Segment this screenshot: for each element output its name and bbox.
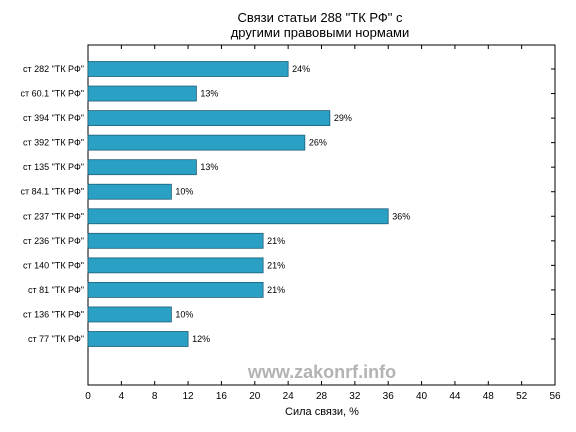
bar (87, 159, 197, 176)
y-category-label: ст 77 "ТК РФ" (28, 334, 84, 344)
y-axis-categories: ст 282 "ТК РФ" ст 60.1 "ТК РФ" ст 394 "ТК … (20, 64, 555, 344)
bar-value-label: 21% (267, 285, 285, 295)
bar-value-label: 36% (392, 211, 410, 221)
x-tick-label: 8 (152, 391, 158, 402)
y-category-label: ст 392 "ТК РФ" (23, 138, 84, 148)
x-tick-label: 32 (349, 391, 361, 402)
bar (87, 183, 172, 200)
chart-title-line: другими правовыми нормами (231, 25, 410, 40)
bar-value-label: 13% (200, 89, 218, 99)
x-tick-label: 12 (183, 391, 195, 402)
bar-value-label: 10% (175, 309, 193, 319)
chart-title-line: Связи статьи 288 "ТК РФ" с (237, 10, 403, 25)
data-labels: 24% 13% 29% 26% 13% 10% 36% 21% 21% 21% 10% 12% (175, 64, 410, 344)
y-category-label: ст 140 "ТК РФ" (23, 260, 84, 270)
bar (87, 257, 264, 274)
x-tick-label: 56 (549, 391, 561, 402)
x-tick-label: 48 (483, 391, 495, 402)
x-tick-label: 20 (249, 391, 261, 402)
x-tick-label: 24 (283, 391, 295, 402)
y-category-label: ст 84.1 "ТК РФ" (20, 187, 84, 197)
x-tick-label: 16 (216, 391, 228, 402)
bar-value-label: 21% (267, 236, 285, 246)
x-tick-label: 44 (449, 391, 461, 402)
bar (87, 306, 172, 323)
bar-value-label: 13% (200, 162, 218, 172)
bar (87, 232, 264, 249)
y-category-label: ст 282 "ТК РФ" (23, 64, 84, 74)
x-tick-label: 4 (119, 391, 125, 402)
y-category-label: ст 237 "ТК РФ" (23, 211, 84, 221)
y-category-label: ст 236 "ТК РФ" (23, 236, 84, 246)
y-category-label: ст 135 "ТК РФ" (23, 162, 84, 172)
x-tick-label: 52 (516, 391, 528, 402)
watermark-text: www.zakonrf.info (247, 362, 396, 382)
x-tick-label: 28 (316, 391, 328, 402)
bar-value-label: 29% (334, 113, 352, 123)
bar-value-label: 26% (309, 138, 327, 148)
y-category-label: ст 394 "ТК РФ" (23, 113, 84, 123)
x-tick-label: 40 (416, 391, 428, 402)
bar-value-label: 12% (192, 334, 210, 344)
x-axis-ticks: 0 4 8 12 16 20 24 28 32 36 40 44 48 52 56 (85, 45, 561, 402)
bar-value-label: 10% (175, 187, 193, 197)
bar-value-label: 21% (267, 260, 285, 270)
y-category-label: ст 60.1 "ТК РФ" (20, 89, 84, 99)
x-tick-label: 0 (85, 391, 91, 402)
x-tick-label: 36 (383, 391, 395, 402)
bar (87, 208, 389, 225)
bar (87, 331, 189, 347)
bars (87, 61, 389, 347)
bar (87, 282, 264, 298)
y-category-label: ст 136 "ТК РФ" (23, 309, 84, 319)
bar (87, 85, 197, 102)
y-category-label: ст 81 "ТК РФ" (28, 285, 84, 295)
bar (87, 110, 331, 126)
bar-value-label: 24% (292, 64, 310, 74)
bar (87, 134, 306, 151)
bar (87, 61, 289, 77)
x-axis-title: Сила связи, % (285, 406, 359, 418)
